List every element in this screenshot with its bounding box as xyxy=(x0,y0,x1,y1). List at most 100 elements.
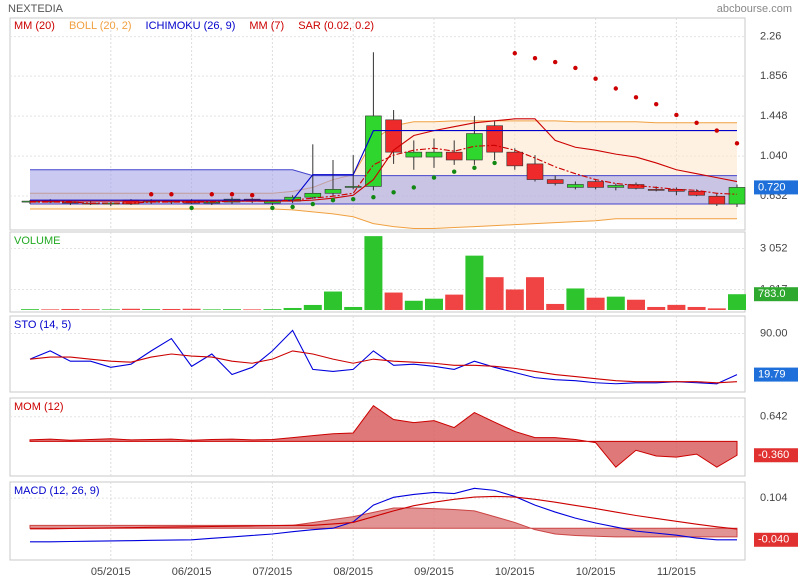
candle-body xyxy=(567,184,584,188)
sar-dot xyxy=(674,112,679,118)
volume-bar xyxy=(21,309,39,310)
volume-bar xyxy=(485,277,504,310)
volume-bar xyxy=(526,277,544,310)
candle-body xyxy=(425,151,443,158)
candle-body xyxy=(445,151,463,161)
panel-frame xyxy=(9,481,746,561)
band-lower xyxy=(30,208,737,230)
sar-dot xyxy=(229,192,235,197)
legend-entry: MM (20) xyxy=(14,20,55,32)
panel-title: MACD (12, 26, 9) xyxy=(14,485,100,497)
candle-body xyxy=(546,179,564,184)
y-tick-label: 0.104 xyxy=(760,492,788,504)
candle-body xyxy=(647,189,665,191)
sar-dot xyxy=(472,165,477,171)
candle-body xyxy=(607,185,625,188)
x-tick-label: 10/2015 xyxy=(576,566,616,578)
sar-dot xyxy=(492,160,497,166)
sar-dot xyxy=(250,193,255,198)
volume-bar xyxy=(61,308,80,310)
sar-dot xyxy=(411,185,416,190)
stock-name: NEXTEDIA xyxy=(8,3,64,15)
volume-bar xyxy=(667,304,686,310)
sar-dot xyxy=(734,141,740,146)
volume-bar xyxy=(505,289,524,310)
last-value-label: -0.040 xyxy=(758,534,789,546)
panel-title: MOM (12) xyxy=(14,401,64,413)
area xyxy=(29,507,738,538)
band-upper xyxy=(30,169,737,177)
volume-bar xyxy=(263,309,282,310)
volume-bar xyxy=(707,308,726,310)
x-tick-label: 06/2015 xyxy=(172,566,212,578)
legend-entry: ICHIMOKU (26, 9) xyxy=(146,20,236,32)
volume-bar xyxy=(303,304,322,310)
volume-bar xyxy=(243,309,262,310)
candle-body xyxy=(304,192,322,198)
legend-entry: SAR (0.02, 0.2) xyxy=(298,20,374,32)
volume-bar xyxy=(445,294,464,310)
sar-dot xyxy=(654,101,659,107)
line xyxy=(29,329,738,385)
panel-frame xyxy=(9,17,746,231)
sar-dot xyxy=(633,95,639,100)
volume-bar xyxy=(627,299,645,310)
line xyxy=(30,495,738,530)
candle-body xyxy=(405,151,423,158)
volume-bar xyxy=(728,294,746,310)
panel-title: VOLUME xyxy=(14,235,60,247)
sar-dot xyxy=(351,196,356,202)
sar-dot xyxy=(532,55,538,61)
candle-body xyxy=(324,189,342,194)
volume-bar xyxy=(122,308,140,310)
sar-dot xyxy=(452,169,457,174)
volume-bar xyxy=(606,296,625,310)
volume-bar xyxy=(283,307,302,310)
volume-bar xyxy=(546,303,565,310)
volume-bar xyxy=(344,306,363,310)
sar-dot xyxy=(371,194,376,200)
sar-dot xyxy=(270,205,275,211)
y-tick-label: 1.856 xyxy=(760,70,788,82)
last-value-box xyxy=(754,367,798,382)
candle-body xyxy=(587,181,604,188)
panel-frame xyxy=(9,231,746,313)
legend-entry: BOLL (20, 2) xyxy=(69,20,132,32)
line xyxy=(30,487,737,543)
candle-body xyxy=(668,189,685,192)
x-tick-label: 10/2015 xyxy=(495,566,535,578)
y-tick-label: 3 052 xyxy=(760,242,788,254)
volume-bar xyxy=(41,309,60,310)
x-tick-label: 09/2015 xyxy=(414,566,454,578)
x-tick-label: 08/2015 xyxy=(333,566,373,578)
last-value-label: 19.79 xyxy=(758,368,786,380)
sar-dot xyxy=(169,192,174,197)
volume-bar xyxy=(566,288,585,310)
volume-bar xyxy=(425,298,443,310)
y-tick-label: 0.642 xyxy=(760,411,788,423)
sar-dot xyxy=(613,86,618,91)
panel-frame xyxy=(9,315,746,393)
last-value-label: 783.0 xyxy=(758,288,786,300)
volume-bar xyxy=(384,292,403,310)
candle-body xyxy=(486,125,503,153)
sar-dot xyxy=(573,65,578,71)
last-value-label: -0.360 xyxy=(758,449,789,461)
line xyxy=(30,144,738,204)
candle-body xyxy=(526,163,544,180)
last-value-box xyxy=(754,448,798,463)
volume-bar xyxy=(81,309,100,310)
candle-body xyxy=(506,151,524,167)
sar-dot xyxy=(714,128,719,133)
y-tick-label: 1.448 xyxy=(760,110,788,122)
volume-bar xyxy=(101,309,120,310)
sar-dot xyxy=(512,51,517,56)
area xyxy=(29,405,738,468)
site-name: abcbourse.com xyxy=(717,3,792,15)
candle-body xyxy=(344,186,362,188)
sar-dot xyxy=(431,175,437,180)
band-fill xyxy=(30,169,737,205)
volume-bar xyxy=(465,255,484,310)
last-value-box xyxy=(754,532,798,547)
